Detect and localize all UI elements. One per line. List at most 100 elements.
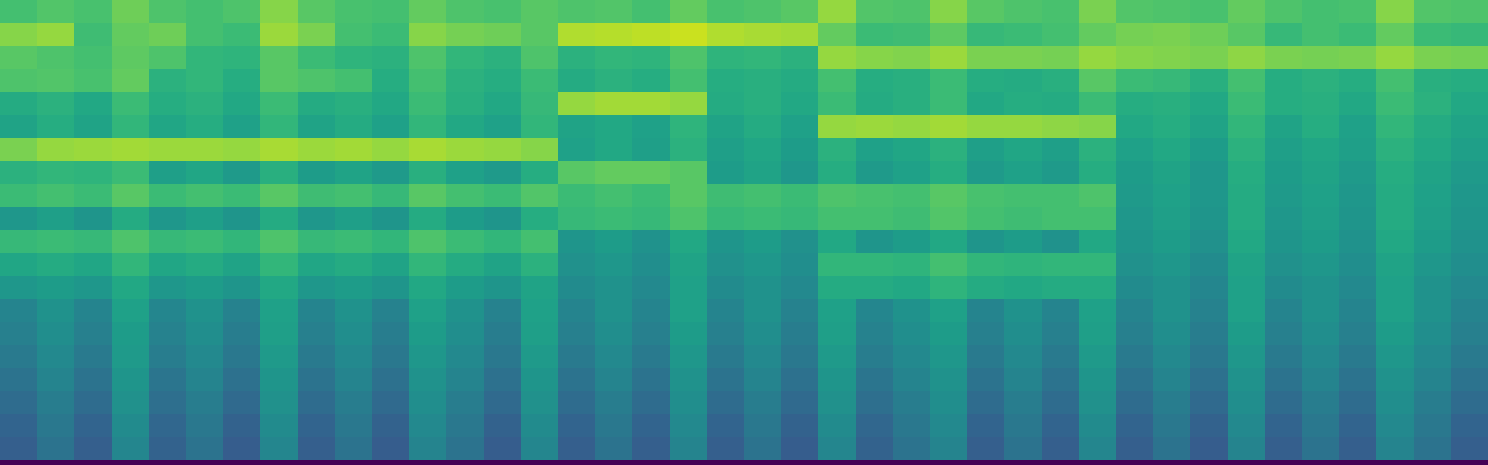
- heatmap-cell: [632, 391, 670, 415]
- heatmap-cell: [260, 299, 298, 323]
- heatmap-cell: [37, 184, 75, 208]
- heatmap-cell: [260, 276, 298, 300]
- heatmap-cell: [1116, 391, 1154, 415]
- heatmap-cell: [1451, 138, 1488, 162]
- heatmap-cell: [632, 414, 670, 438]
- heatmap-cell: [74, 230, 112, 254]
- heatmap-cell: [298, 368, 336, 392]
- heatmap-cell: [1190, 69, 1228, 93]
- heatmap-cell: [744, 69, 782, 93]
- heatmap-cell: [818, 46, 856, 70]
- heatmap-cell: [335, 23, 373, 47]
- heatmap-cell: [1042, 23, 1080, 47]
- heatmap-cell: [186, 207, 224, 231]
- heatmap-cell: [149, 0, 187, 24]
- heatmap-cell: [74, 46, 112, 70]
- heatmap-cell: [595, 322, 633, 346]
- heatmap-cell: [781, 69, 819, 93]
- heatmap-cell: [670, 391, 708, 415]
- heatmap-cell: [1302, 161, 1340, 185]
- heatmap-cell: [1451, 115, 1488, 139]
- heatmap-cell: [0, 23, 38, 47]
- heatmap-cell: [409, 299, 447, 323]
- heatmap-cell: [744, 368, 782, 392]
- heatmap-cell: [558, 0, 596, 24]
- heatmap-cell: [1376, 391, 1414, 415]
- heatmap-cell: [112, 161, 150, 185]
- heatmap-cell: [1042, 322, 1080, 346]
- heatmap-cell: [1228, 161, 1266, 185]
- heatmap-cell: [484, 69, 522, 93]
- heatmap-cell: [0, 161, 38, 185]
- heatmap-cell: [112, 184, 150, 208]
- heatmap-cell: [818, 184, 856, 208]
- heatmap-cell: [1153, 414, 1191, 438]
- heatmap-cell: [856, 414, 894, 438]
- heatmap-cell: [1042, 92, 1080, 116]
- heatmap-cell: [930, 391, 968, 415]
- heatmap-cell: [1302, 276, 1340, 300]
- heatmap-cell: [1451, 345, 1488, 369]
- heatmap-cell: [298, 207, 336, 231]
- heatmap-cell: [1116, 322, 1154, 346]
- heatmap-cell: [1079, 368, 1117, 392]
- heatmap-cell: [1190, 322, 1228, 346]
- heatmap-cell: [0, 345, 38, 369]
- heatmap-cell: [223, 23, 261, 47]
- heatmap-cell: [409, 23, 447, 47]
- heatmap-cell: [74, 368, 112, 392]
- heatmap-cell: [1190, 23, 1228, 47]
- heatmap-cell: [1153, 0, 1191, 24]
- heatmap-cell: [521, 138, 559, 162]
- heatmap-cell: [1153, 92, 1191, 116]
- heatmap-cell: [1004, 322, 1042, 346]
- heatmap-cell: [112, 115, 150, 139]
- heatmap-cell: [818, 345, 856, 369]
- heatmap-cell: [74, 23, 112, 47]
- heatmap-cell: [409, 253, 447, 277]
- heatmap-cell: [409, 138, 447, 162]
- heatmap-cell: [186, 345, 224, 369]
- heatmap-cell: [372, 299, 410, 323]
- heatmap-cell: [372, 46, 410, 70]
- heatmap-cell: [112, 276, 150, 300]
- heatmap-cell: [372, 184, 410, 208]
- heatmap-cell: [1079, 161, 1117, 185]
- heatmap-cell: [335, 414, 373, 438]
- heatmap-cell: [223, 69, 261, 93]
- heatmap-cell: [521, 230, 559, 254]
- heatmap-cell: [149, 253, 187, 277]
- heatmap-cell: [1451, 391, 1488, 415]
- heatmap-cell: [967, 437, 1005, 460]
- heatmap-cell: [967, 299, 1005, 323]
- chart-container: [0, 0, 1488, 465]
- heatmap-cell: [223, 299, 261, 323]
- heatmap-cell: [744, 115, 782, 139]
- heatmap-cell: [1451, 23, 1488, 47]
- heatmap-cell: [1116, 161, 1154, 185]
- heatmap-cell: [1339, 368, 1377, 392]
- heatmap-cell: [595, 46, 633, 70]
- heatmap-cell: [1302, 184, 1340, 208]
- heatmap-cell: [0, 437, 38, 460]
- heatmap-cell: [223, 437, 261, 460]
- heatmap-cell: [446, 138, 484, 162]
- heatmap-cell: [446, 391, 484, 415]
- heatmap-cell: [1414, 207, 1452, 231]
- heatmap-cell: [1153, 115, 1191, 139]
- heatmap-cell: [1079, 322, 1117, 346]
- heatmap-cell: [186, 437, 224, 460]
- heatmap-cell: [707, 414, 745, 438]
- heatmap-cell: [0, 184, 38, 208]
- heatmap-cell: [37, 322, 75, 346]
- heatmap-cell: [1116, 207, 1154, 231]
- heatmap-cell: [223, 368, 261, 392]
- heatmap-cell: [1302, 345, 1340, 369]
- heatmap-cell: [707, 345, 745, 369]
- heatmap-cell: [1116, 184, 1154, 208]
- heatmap-cell: [967, 322, 1005, 346]
- heatmap-cell: [446, 92, 484, 116]
- heatmap-cell: [744, 23, 782, 47]
- heatmap-cell: [558, 23, 596, 47]
- heatmap-cell: [1451, 184, 1488, 208]
